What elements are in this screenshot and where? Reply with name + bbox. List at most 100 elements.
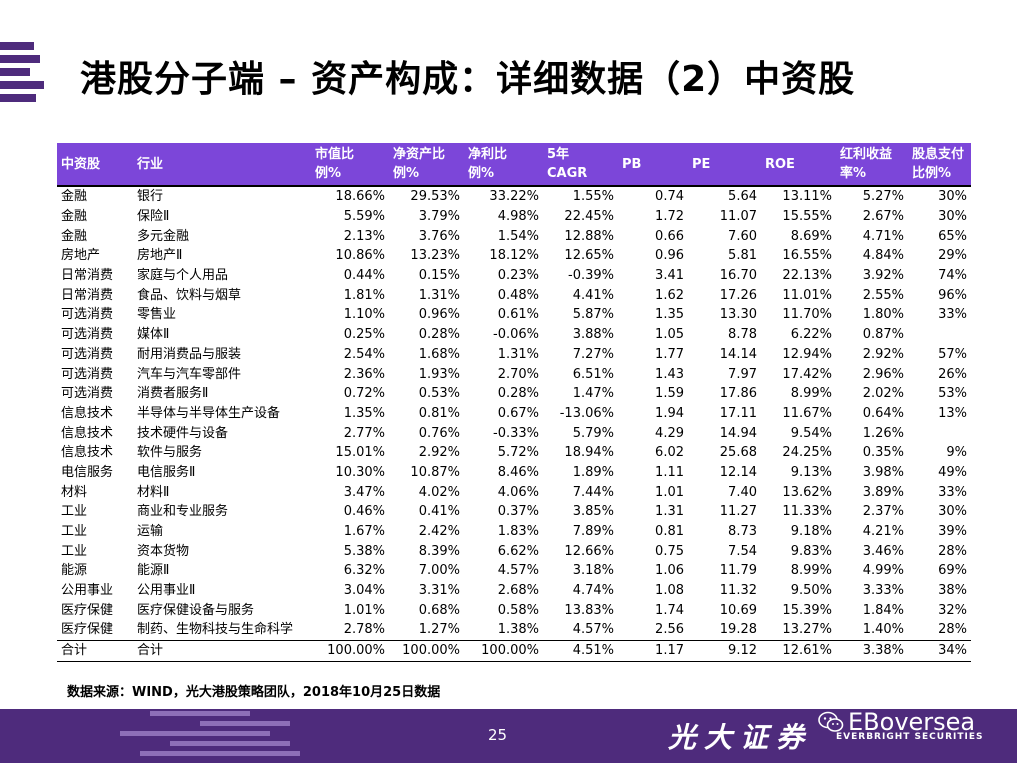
value-cell: 6.02 [655,445,684,461]
industry-cell: 医疗保健设备与服务 [137,602,255,618]
industry-cell: 半导体与半导体生产设备 [137,405,281,421]
value-cell: 2.67% [862,209,904,225]
industry-cell: 耐用消费品与服装 [137,346,242,362]
value-cell: 0.96 [655,248,684,264]
industry-cell: 银行 [133,185,311,207]
value-cell: 4.57% [572,622,614,638]
value-cell: 7.97 [728,366,757,382]
value-cell: 28% [938,543,967,559]
value-cell: 53% [938,386,967,402]
value-cell: 3.31% [418,583,460,599]
value-cell: 4.71% [862,228,904,244]
industry-cell: 软件与服务 [137,445,203,461]
value-cell: 2.37% [862,504,904,520]
industry-cell: 运输 [137,524,164,540]
value-cell: 1.77 [655,346,684,362]
value-cell: 1.26% [862,425,904,441]
column-header-line: 净资产比 [393,147,446,162]
table-row: 可选消费 耐用消费品与服装 2.54% 1.68% 1.31% 7.27% 1.77 14.1… [57,345,971,365]
value-cell: 0.74 [618,185,688,207]
value-cell: 0.46% [343,504,385,520]
value-cell: 39% [938,524,967,540]
total-label-cell: 合计 [133,639,311,662]
value-cell: 0.81% [418,405,460,421]
value-cell: 4.57% [497,563,539,579]
value-cell: 1.01 [655,484,684,500]
value-cell: 12.88% [564,228,614,244]
value-cell: 12.94% [782,346,832,362]
value-cell: 4.02% [418,484,460,500]
industry-cell: 汽车与汽车零部件 [137,366,242,382]
total-value-cell: 1.17 [618,639,688,662]
sector-cell: 工业 [61,524,88,540]
value-cell: 1.08 [655,583,684,599]
source-note: 数据来源：WIND，光大港股策略团队，2018年10月25日数据 [67,685,441,700]
sector-cell: 日常消费 [61,287,114,303]
value-cell: 26% [938,366,967,382]
value-cell: 0.28% [418,327,460,343]
sector-cell: 日常消费 [61,268,114,284]
column-header-line: 5年 [547,147,570,162]
value-cell: 11.70% [782,307,832,323]
value-cell: 1.55% [543,185,618,207]
value-cell: 1.80% [862,307,904,323]
value-cell: 3.33% [862,583,904,599]
value-cell: 22.13% [782,268,832,284]
column-header: 行业 [133,143,311,186]
value-cell: 10.30% [335,464,385,480]
value-cell: 15.01% [335,445,385,461]
sector-cell: 医疗保健 [61,602,114,618]
value-cell: 1.74 [655,602,684,618]
industry-cell: 零售业 [137,307,177,323]
column-header-line: 行业 [137,156,164,172]
value-cell: 5.59% [343,209,385,225]
value-cell: 1.06 [655,563,684,579]
industry-cell: 公用事业Ⅱ [137,583,196,599]
total-value-cell: 100.00% [464,639,543,662]
sector-cell: 信息技术 [61,405,114,421]
industry-cell: 房地产Ⅱ [137,248,183,264]
column-header: PE [688,143,761,186]
value-cell: 1.67% [343,524,385,540]
total-value-cell: 4.51% [543,639,618,662]
industry-cell: 技术硬件与设备 [137,425,229,441]
industry-cell: 商业和专业服务 [137,504,229,520]
value-cell: 28% [938,622,967,638]
value-cell: 8.99% [790,563,832,579]
value-cell: 0.87% [862,327,904,343]
value-cell: 96% [938,287,967,303]
value-cell: 1.27% [418,622,460,638]
value-cell: 2.42% [418,524,460,540]
sector-cell: 金融 [61,228,88,244]
value-cell: 17.42% [782,366,832,382]
value-cell: 1.43 [655,366,684,382]
value-cell: 7.89% [572,524,614,540]
value-cell: 11.32 [719,583,757,599]
column-header: 净资产比 例% [389,143,464,186]
value-cell: 3.76% [418,228,460,244]
value-cell: 1.35% [343,405,385,421]
sector-cell: 金融 [61,209,88,225]
value-cell: 30% [938,504,967,520]
value-cell: 8.69% [790,228,832,244]
value-cell: 11.79 [719,563,757,579]
industry-cell: 媒体Ⅱ [137,327,170,343]
industry-cell: 家庭与个人用品 [137,268,229,284]
table-row: 医疗保健 医疗保健设备与服务 1.01% 0.68% 0.58% 13.83% 1.74 10… [57,600,971,620]
value-cell: 13.83% [564,602,614,618]
value-cell: 4.99% [862,563,904,579]
value-cell: 5.64 [688,185,761,207]
value-cell: 15.39% [782,602,832,618]
table-header-row: 中资股 行业 市值比 例% 净资产比 例% 净利比 例% 5年 CAGR PB PE ROE 红利收益 率%… [57,143,971,186]
value-cell: 2.92% [418,445,460,461]
value-cell: 4.29 [655,425,684,441]
industry-cell: 能源Ⅱ [137,563,170,579]
sector-cell: 能源 [61,563,88,579]
table-row: 信息技术 半导体与半导体生产设备 1.35% 0.81% 0.67% -13.06% 1.9… [57,404,971,424]
data-table: 中资股 行业 市值比 例% 净资产比 例% 净利比 例% 5年 CAGR PB PE ROE 红利收益 率%… [57,143,971,662]
value-cell: 7.54 [728,543,757,559]
value-cell: 3.18% [572,563,614,579]
value-cell: 1.62 [655,287,684,303]
value-cell: 0.41% [418,504,460,520]
value-cell: 1.81% [343,287,385,303]
